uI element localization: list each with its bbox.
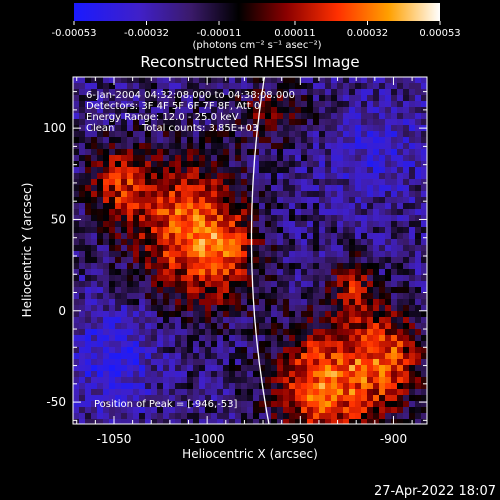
x-tick-label: -900 <box>380 432 407 446</box>
annotation-algorithm: Clean <box>86 123 114 134</box>
chart-title: Reconstructed RHESSI Image <box>140 53 359 71</box>
x-axis-label: Heliocentric X (arcsec) <box>182 447 318 461</box>
x-tick-label: -1000 <box>190 432 225 446</box>
solar-limb-line <box>250 77 270 424</box>
y-tick-label: 100 <box>43 121 66 135</box>
heatmap <box>73 77 427 424</box>
colorbar-units-label: (photons cm⁻² s⁻¹ asec⁻²) <box>192 40 321 51</box>
colorbar-ticks: -0.00053 -0.00032 -0.00011 0.00011 0.00032 0.… <box>52 21 461 39</box>
colorbar-tick-label: 0.00032 <box>347 28 388 39</box>
y-axis-label: Heliocentric Y (arcsec) <box>20 183 34 318</box>
y-tick-label: -50 <box>46 395 66 409</box>
axis-ticks: -1050 -1000 -950 -900 -50 0 50 100 <box>43 77 427 446</box>
annotation-energy-range: Energy Range: 12.0 - 25.0 keV <box>86 112 239 123</box>
y-tick-label: 0 <box>58 304 66 318</box>
colorbar-tick-label: -0.00032 <box>124 28 169 39</box>
colorbar-tick-label: -0.00053 <box>52 28 97 39</box>
y-tick-label: 50 <box>51 212 66 226</box>
colorbar-tick-label: 0.00011 <box>274 28 315 39</box>
annotation-total-counts: Total counts: 3.85E+03 <box>141 123 258 134</box>
colorbar-tick-label: -0.00011 <box>197 28 242 39</box>
plot-frame <box>72 76 428 425</box>
annotation-time-range: 6-Jan-2004 04:32:08.000 to 04:38:08.000 <box>86 90 295 101</box>
annotation-detectors: Detectors: 3F 4F 5F 6F 7F 8F, Att 0 <box>86 101 260 112</box>
colorbar-tick-label: 0.00053 <box>419 28 460 39</box>
footer-timestamp: 27-Apr-2022 18:07 <box>374 484 496 499</box>
x-tick-label: -950 <box>287 432 314 446</box>
colorbar <box>74 3 440 21</box>
x-tick-label: -1050 <box>97 432 132 446</box>
annotation-peak-position: Position of Peak = [-946,-53] <box>94 399 238 410</box>
